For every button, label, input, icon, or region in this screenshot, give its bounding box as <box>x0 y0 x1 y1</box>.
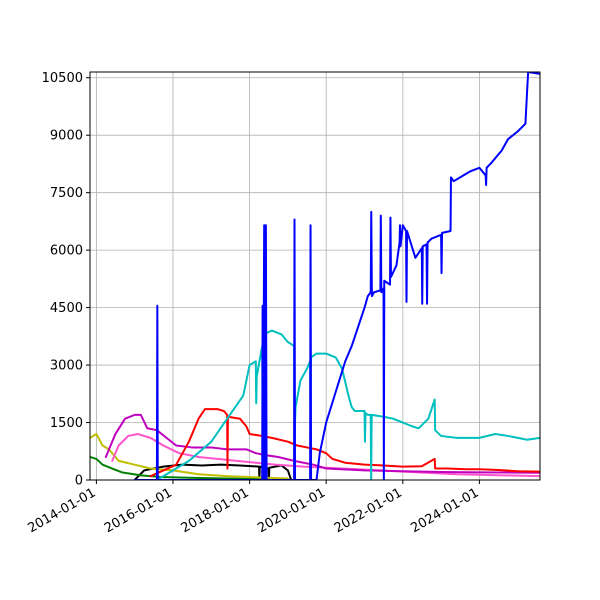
y-tick-label: 4500 <box>50 301 83 316</box>
y-tick-label: 0 <box>75 474 83 489</box>
series-line <box>149 408 540 478</box>
series-layer <box>90 72 540 480</box>
y-tick-label: 3000 <box>50 359 83 374</box>
y-axis: 0 1500 3000 4500 6000 7500 9000 10500 <box>42 71 90 489</box>
series-line <box>104 413 540 474</box>
y-tick-label: 10500 <box>42 71 83 86</box>
y-tick-label: 1500 <box>50 416 83 431</box>
grid-lines <box>90 72 540 481</box>
x-tick-label: 2022-01-01 <box>332 485 405 536</box>
x-tick-label: 2016-01-01 <box>102 485 175 536</box>
x-tick-label: 2024-01-01 <box>408 485 481 536</box>
plot-area-frame <box>89 71 541 481</box>
series-group <box>90 72 540 480</box>
x-axis: 2014-01-01 2016-01-01 2018-01-01 2020-01-01… <box>25 480 481 536</box>
x-tick-label: 2014-01-01 <box>25 485 98 536</box>
series-line <box>133 72 540 480</box>
y-tick-label: 7500 <box>50 186 83 201</box>
y-tick-label: 6000 <box>50 244 83 259</box>
series-line <box>90 433 289 480</box>
x-tick-label: 2018-01-01 <box>179 485 252 536</box>
x-tick-label: 2020-01-01 <box>255 485 328 536</box>
series-line <box>90 456 267 480</box>
y-tick-label: 9000 <box>50 129 83 144</box>
series-line <box>155 329 540 480</box>
